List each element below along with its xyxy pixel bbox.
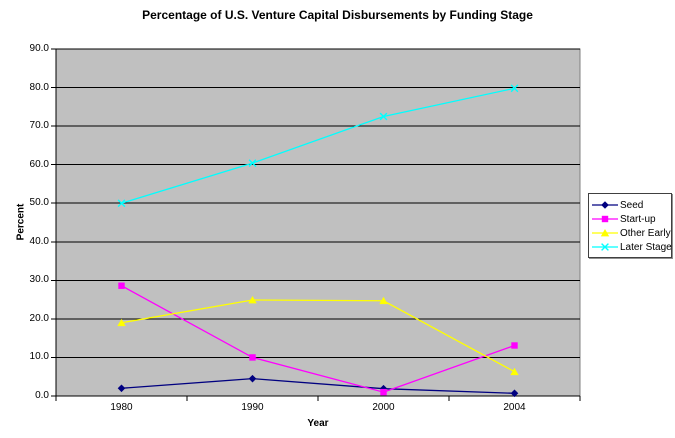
legend-item-other-early: Other Early xyxy=(592,226,671,240)
y-tick-label: 80.0 xyxy=(29,81,49,93)
marker-square xyxy=(249,354,256,361)
y-axis-title: Percent xyxy=(15,203,27,241)
chart-title: Percentage of U.S. Venture Capital Disbu… xyxy=(142,8,533,22)
marker-triangle xyxy=(510,367,519,376)
x-tick-label: 2004 xyxy=(503,402,526,413)
marker-x xyxy=(379,112,388,121)
legend-item-start-up: Start-up xyxy=(592,212,668,226)
legend-key-icon xyxy=(592,229,618,237)
x-tick-label: 1980 xyxy=(110,402,133,413)
legend: Seed Start-up Other Early Later Stage xyxy=(588,193,672,258)
marker-square xyxy=(118,282,125,289)
legend-label: Other Early xyxy=(620,227,671,239)
legend-item-seed: Seed xyxy=(592,198,668,212)
y-tick-label: 50.0 xyxy=(29,197,49,209)
y-tick-label: 10.0 xyxy=(29,351,49,363)
y-tick-label: 40.0 xyxy=(29,235,49,247)
legend-label: Later Stage xyxy=(620,241,672,253)
y-tick-label: 60.0 xyxy=(29,158,49,170)
marker-diamond xyxy=(379,384,388,393)
legend-key-icon xyxy=(592,201,618,209)
marker-diamond xyxy=(248,374,257,383)
y-tick-label: 90.0 xyxy=(29,43,49,54)
plot-area xyxy=(55,48,581,397)
marker-square xyxy=(601,215,609,223)
legend-key-icon xyxy=(592,215,618,223)
marker-triangle xyxy=(117,318,126,327)
marker-triangle xyxy=(379,296,388,305)
marker-x xyxy=(117,199,126,208)
x-tick-label: 1990 xyxy=(241,402,264,413)
marker-diamond xyxy=(601,201,609,209)
legend-item-later-stage: Later Stage xyxy=(592,240,672,254)
x-axis-title: Year xyxy=(307,418,329,429)
marker-x xyxy=(601,243,609,251)
marker-x xyxy=(510,84,519,93)
series-line-later-stage xyxy=(121,87,515,204)
marker-square xyxy=(511,342,518,349)
marker-triangle xyxy=(248,295,257,304)
legend-label: Seed xyxy=(620,199,644,211)
y-tick-label: 0.0 xyxy=(35,390,49,401)
marker-triangle xyxy=(600,229,610,237)
x-tick-label: 2000 xyxy=(372,402,395,413)
legend-key-icon xyxy=(592,243,618,251)
series-line-seed xyxy=(121,377,515,394)
y-tick-label: 30.0 xyxy=(29,274,49,286)
marker-diamond xyxy=(510,389,519,398)
y-tick-label: 70.0 xyxy=(29,120,49,132)
marker-diamond xyxy=(117,384,126,393)
legend-label: Start-up xyxy=(620,213,656,225)
marker-square xyxy=(380,388,387,396)
y-tick-label: 20.0 xyxy=(29,312,49,324)
marker-x xyxy=(248,159,257,168)
series-line-start-up xyxy=(121,285,515,393)
series-line-other-early xyxy=(121,299,515,373)
